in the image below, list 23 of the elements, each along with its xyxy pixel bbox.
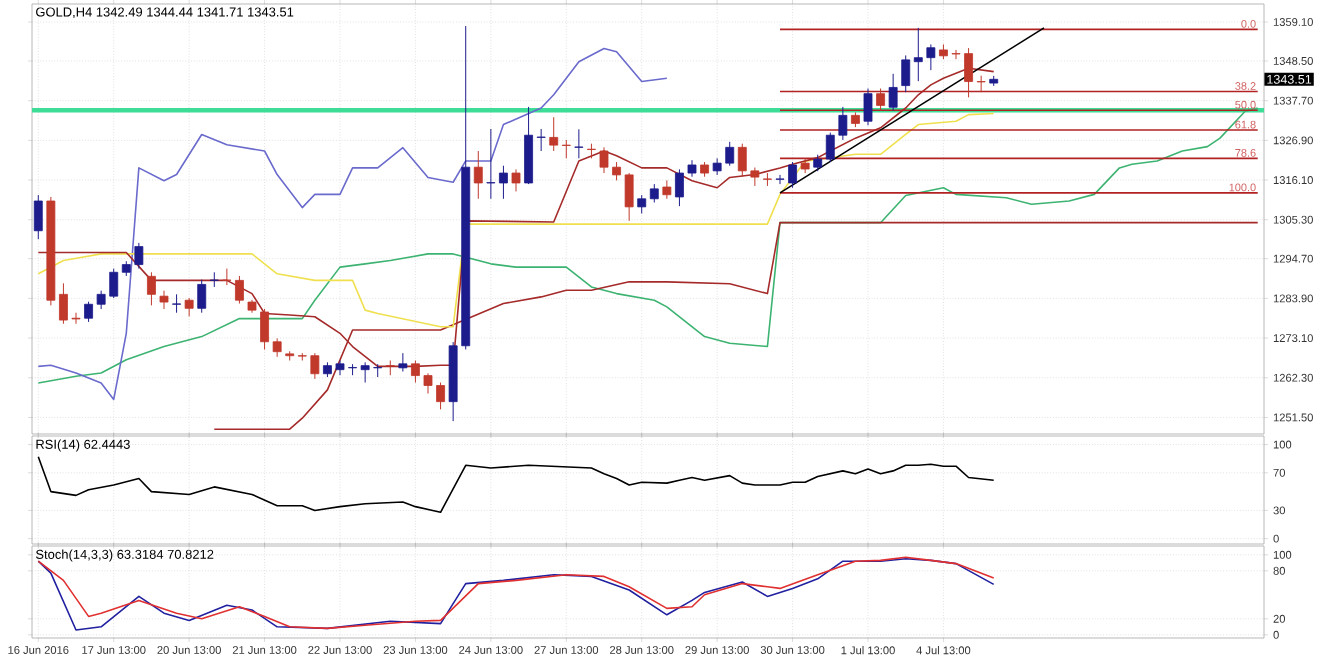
- candlestick: [159, 290, 169, 310]
- candlestick: [888, 73, 898, 112]
- candlestick: [662, 179, 672, 200]
- candlestick: [184, 297, 194, 317]
- candlestick: [172, 293, 181, 314]
- candlestick: [511, 168, 521, 192]
- candlestick: [574, 128, 584, 159]
- candlestick: [33, 194, 43, 240]
- candlestick: [637, 194, 647, 214]
- candlestick: [649, 183, 659, 203]
- candlestick: [147, 271, 156, 306]
- candlestick: [561, 139, 571, 159]
- line-series: [37, 47, 668, 401]
- line-series: [37, 455, 995, 514]
- candlestick: [800, 157, 810, 174]
- candlestick: [398, 352, 408, 373]
- candlestick: [863, 88, 873, 126]
- candlestick: [876, 88, 885, 112]
- candlestick: [197, 279, 207, 314]
- candlestick: [473, 150, 483, 200]
- line-series: [37, 112, 995, 328]
- candlestick: [549, 116, 559, 152]
- candlestick: [901, 54, 911, 93]
